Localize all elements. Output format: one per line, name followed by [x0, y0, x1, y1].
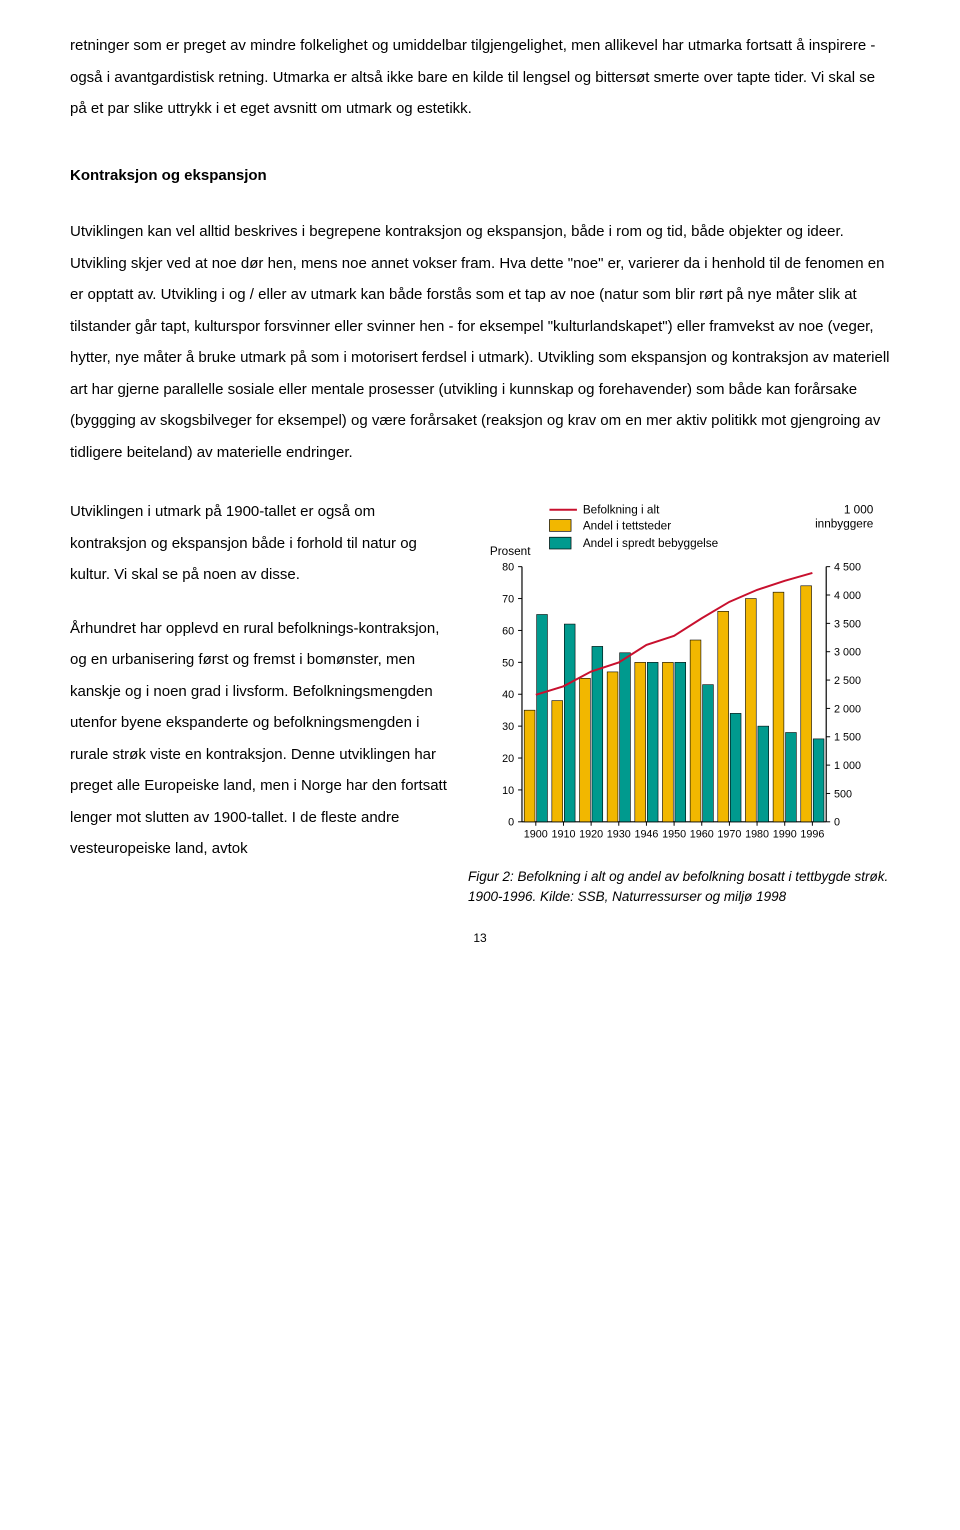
- svg-text:1960: 1960: [690, 829, 714, 841]
- svg-text:40: 40: [502, 689, 514, 701]
- population-chart: Befolkning i alt Andel i tettsteder Andel …: [468, 496, 890, 859]
- svg-text:1 500: 1 500: [834, 732, 861, 744]
- svg-text:1970: 1970: [717, 829, 741, 841]
- svg-text:1950: 1950: [662, 829, 686, 841]
- svg-text:Andel i tettsteder: Andel i tettsteder: [583, 519, 671, 532]
- svg-text:1920: 1920: [579, 829, 603, 841]
- svg-text:1946: 1946: [634, 829, 658, 841]
- intro-paragraph: retninger som er preget av mindre folkel…: [70, 30, 890, 125]
- svg-text:1980: 1980: [745, 829, 769, 841]
- svg-text:30: 30: [502, 721, 514, 733]
- svg-text:1900: 1900: [524, 829, 548, 841]
- right-figure-column: Befolkning i alt Andel i tettsteder Andel …: [468, 496, 890, 906]
- svg-text:1 000: 1 000: [834, 760, 861, 772]
- svg-text:1930: 1930: [607, 829, 631, 841]
- chart-svg: Befolkning i alt Andel i tettsteder Andel …: [468, 496, 890, 859]
- svg-text:2 500: 2 500: [834, 675, 861, 687]
- svg-text:50: 50: [502, 657, 514, 669]
- body-paragraph-1: Utviklingen kan vel alltid beskrives i b…: [70, 216, 890, 468]
- left-para-1: Utviklingen i utmark på 1900-tallet er o…: [70, 496, 450, 591]
- svg-text:80: 80: [502, 562, 514, 574]
- svg-text:60: 60: [502, 625, 514, 637]
- svg-text:70: 70: [502, 593, 514, 605]
- svg-text:10: 10: [502, 785, 514, 797]
- section-heading: Kontraksjon og ekspansjon: [70, 160, 890, 192]
- svg-text:20: 20: [502, 753, 514, 765]
- svg-text:Prosent: Prosent: [490, 545, 531, 558]
- svg-text:4 000: 4 000: [834, 590, 861, 602]
- svg-text:Andel i spredt bebyggelse: Andel i spredt bebyggelse: [583, 537, 719, 550]
- svg-text:1990: 1990: [773, 829, 797, 841]
- svg-text:4 500: 4 500: [834, 562, 861, 574]
- two-column-section: Utviklingen i utmark på 1900-tallet er o…: [70, 496, 890, 906]
- figure-caption: Figur 2: Befolkning i alt og andel av be…: [468, 867, 890, 906]
- svg-text:innbyggere: innbyggere: [815, 517, 874, 530]
- svg-text:1910: 1910: [551, 829, 575, 841]
- svg-text:0: 0: [508, 817, 514, 829]
- left-text-column: Utviklingen i utmark på 1900-tallet er o…: [70, 496, 450, 906]
- svg-text:1 000: 1 000: [844, 504, 874, 517]
- svg-text:0: 0: [834, 817, 840, 829]
- svg-text:2 000: 2 000: [834, 703, 861, 715]
- page-number: 13: [70, 926, 890, 951]
- svg-text:3 000: 3 000: [834, 647, 861, 659]
- svg-text:3 500: 3 500: [834, 618, 861, 630]
- svg-text:Befolkning i alt: Befolkning i alt: [583, 504, 660, 517]
- svg-text:500: 500: [834, 788, 852, 800]
- svg-text:1996: 1996: [800, 829, 824, 841]
- left-para-2: Århundret har opplevd en rural befolknin…: [70, 613, 450, 865]
